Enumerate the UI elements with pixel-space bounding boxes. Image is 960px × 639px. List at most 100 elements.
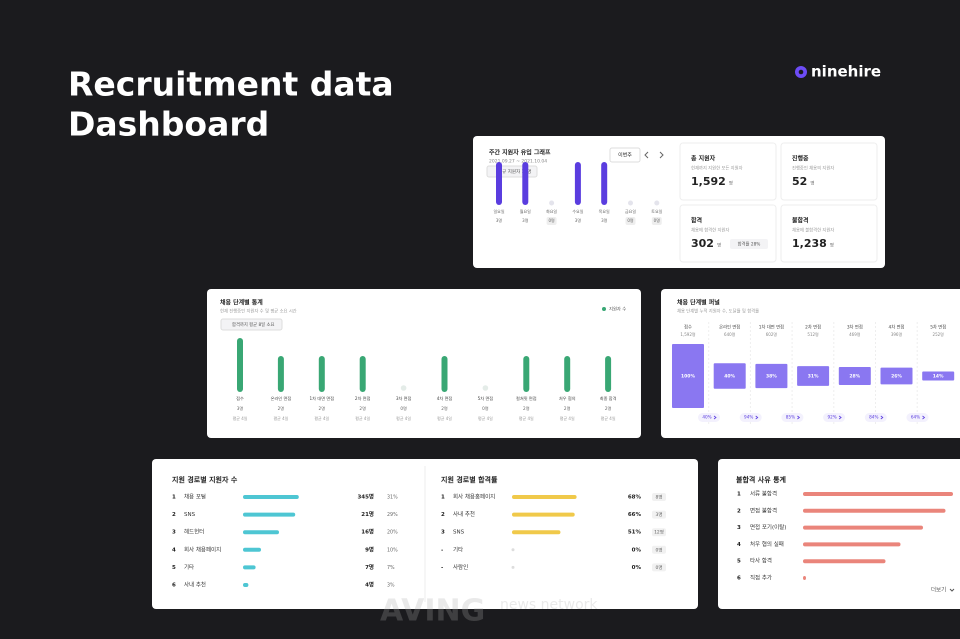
row-name: 회사 채용홈페이지 bbox=[453, 493, 495, 501]
rank: 6 bbox=[172, 583, 176, 589]
arrow bbox=[755, 415, 759, 420]
share-label: 10% bbox=[387, 547, 398, 553]
bar bbox=[359, 356, 366, 392]
funnel-bar bbox=[922, 371, 955, 381]
more-link[interactable]: 더보기 bbox=[931, 586, 946, 594]
reach-label: 100% bbox=[681, 374, 695, 380]
rank: 5 bbox=[737, 559, 741, 565]
row-name: 사내 추천 bbox=[453, 510, 475, 518]
row-name: 면접 포기(이탈) bbox=[750, 523, 786, 531]
bar bbox=[601, 162, 608, 205]
count-label: 8명 bbox=[655, 494, 662, 501]
x-label: 온라인 면접 bbox=[271, 395, 292, 402]
badge bbox=[220, 318, 283, 331]
x-label: 접수 bbox=[236, 395, 244, 402]
row-name: 기타 bbox=[184, 563, 194, 571]
bar bbox=[564, 356, 571, 392]
label: 채용에 합격한 지원자 bbox=[691, 227, 729, 234]
count-label: 3명 bbox=[496, 217, 503, 223]
count-label: 469명 bbox=[849, 331, 861, 337]
avg-label: 평균 4일 bbox=[478, 415, 493, 421]
count-label: 2명 bbox=[319, 405, 326, 411]
count-label: 396명 bbox=[891, 331, 903, 337]
arrow bbox=[880, 415, 884, 420]
row-name: 기타 bbox=[453, 545, 463, 553]
bar bbox=[523, 356, 530, 392]
x-label: 처우 협의 bbox=[559, 395, 576, 402]
bar bbox=[512, 495, 577, 499]
arrow bbox=[838, 415, 842, 420]
bar bbox=[803, 492, 953, 496]
bar bbox=[243, 565, 256, 570]
unit: 명 bbox=[729, 180, 733, 187]
bar bbox=[318, 356, 325, 392]
count-label: 0명 bbox=[654, 217, 661, 223]
label: 신규 지원자 12명 bbox=[498, 168, 531, 175]
share-label: 31% bbox=[387, 495, 398, 501]
bar bbox=[511, 565, 515, 569]
rank: - bbox=[441, 547, 443, 553]
conversion-pill bbox=[906, 413, 929, 422]
count-box bbox=[546, 217, 557, 225]
count-label: 21명 bbox=[361, 510, 374, 518]
rate-label: 66% bbox=[628, 512, 642, 518]
x-label: 5차 면접 bbox=[478, 395, 494, 402]
count-box bbox=[652, 510, 666, 519]
bar bbox=[654, 200, 660, 206]
funnel-bar bbox=[672, 344, 704, 408]
rank: 4 bbox=[172, 547, 176, 553]
count-label: 3명 bbox=[575, 217, 582, 223]
count-label: 3명 bbox=[522, 217, 529, 223]
count-label: 252명 bbox=[933, 331, 945, 337]
avg-label: 평균 4일 bbox=[519, 415, 534, 421]
count-label: 0명 bbox=[655, 546, 662, 553]
bar bbox=[803, 559, 886, 564]
more-arrow[interactable] bbox=[949, 588, 955, 592]
avg-label: 평균 4일 bbox=[314, 415, 329, 421]
next-arrow[interactable] bbox=[659, 151, 664, 159]
stat-card bbox=[679, 142, 777, 201]
x-label: 컬쳐핏 면접 bbox=[516, 395, 537, 402]
reach-label: 14% bbox=[933, 374, 944, 380]
stat-value: 1,592 bbox=[691, 175, 726, 188]
rank: 5 bbox=[172, 565, 176, 571]
unit: 명 bbox=[810, 180, 814, 187]
stat-card bbox=[679, 204, 777, 263]
count-label: 0명 bbox=[482, 405, 489, 411]
bar bbox=[277, 356, 284, 392]
x-label: 토요일 bbox=[651, 208, 662, 214]
count-label: 2명 bbox=[278, 405, 285, 411]
bar bbox=[803, 525, 923, 530]
bar bbox=[605, 356, 612, 392]
stage-name: 3차 면접 bbox=[847, 324, 863, 331]
rank: 1 bbox=[172, 495, 176, 501]
title: Dashboard bbox=[68, 105, 269, 144]
funnel-bar bbox=[838, 367, 871, 385]
share-label: 3% bbox=[387, 583, 395, 589]
x-label: 3차 면접 bbox=[396, 395, 412, 402]
row-name: 면접 불합격 bbox=[750, 506, 777, 514]
label: 합격까지 평균 8일 소요 bbox=[232, 321, 274, 328]
row-name: SNS bbox=[453, 530, 465, 536]
rank: 2 bbox=[172, 512, 176, 518]
label: 채용에 불합격한 지원자 bbox=[792, 227, 834, 234]
count-box bbox=[652, 493, 666, 501]
funnel-bar bbox=[797, 366, 830, 386]
button-label[interactable]: 이번주 bbox=[618, 152, 632, 159]
rank: 2 bbox=[737, 508, 741, 514]
stat-value: 52 bbox=[792, 175, 807, 188]
button[interactable] bbox=[609, 147, 641, 163]
bar bbox=[243, 583, 249, 587]
logo-icon-hole bbox=[798, 69, 804, 75]
rank: 2 bbox=[441, 512, 445, 518]
count-label: 640명 bbox=[724, 331, 736, 337]
x-label: 2차 면접 bbox=[355, 395, 371, 402]
label: 합격 bbox=[691, 217, 702, 225]
bar bbox=[628, 200, 633, 206]
prev-arrow[interactable] bbox=[644, 151, 649, 159]
count-label: 12명 bbox=[654, 529, 664, 536]
row-name: 서류 불합격 bbox=[750, 490, 777, 498]
rank: - bbox=[441, 565, 443, 571]
bar bbox=[243, 512, 296, 517]
